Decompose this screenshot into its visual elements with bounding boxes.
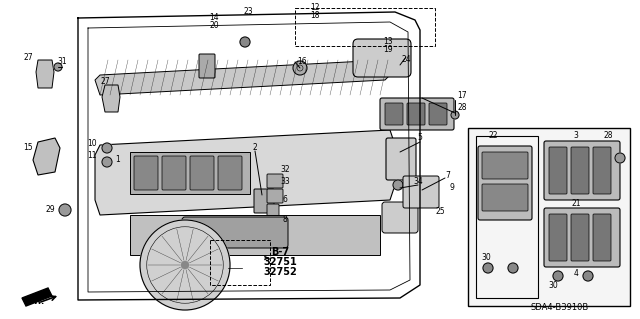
Text: 18: 18 [310, 11, 320, 20]
Text: 13: 13 [383, 38, 393, 47]
Text: 32752: 32752 [263, 267, 297, 277]
FancyBboxPatch shape [593, 147, 611, 194]
FancyBboxPatch shape [549, 147, 567, 194]
Text: 4: 4 [573, 269, 579, 278]
Bar [468, 128, 630, 306]
Circle shape [181, 261, 189, 269]
Circle shape [140, 220, 230, 310]
Text: 30: 30 [548, 281, 558, 291]
Text: 2: 2 [253, 144, 257, 152]
Circle shape [393, 180, 403, 190]
Polygon shape [22, 288, 52, 306]
FancyBboxPatch shape [199, 54, 215, 78]
Text: 1: 1 [116, 155, 120, 165]
FancyBboxPatch shape [544, 141, 620, 200]
FancyBboxPatch shape [218, 156, 242, 190]
FancyBboxPatch shape [382, 202, 418, 233]
Text: 5: 5 [417, 133, 422, 143]
Text: 30: 30 [481, 254, 491, 263]
Text: 25: 25 [435, 207, 445, 217]
Polygon shape [33, 138, 60, 175]
FancyBboxPatch shape [482, 184, 528, 211]
Circle shape [102, 143, 112, 153]
Text: 9: 9 [449, 183, 454, 192]
FancyBboxPatch shape [162, 156, 186, 190]
Bar [295, 8, 435, 46]
FancyBboxPatch shape [182, 217, 288, 248]
Text: 20: 20 [209, 21, 219, 31]
Bar [130, 152, 250, 194]
Circle shape [615, 153, 625, 163]
FancyBboxPatch shape [254, 189, 274, 213]
Text: 16: 16 [297, 57, 307, 66]
Bar [210, 240, 270, 285]
Text: 24: 24 [401, 56, 411, 64]
Text: 27: 27 [100, 78, 110, 86]
Text: 14: 14 [209, 13, 219, 23]
FancyBboxPatch shape [134, 156, 158, 190]
Circle shape [266, 219, 278, 231]
Bar [476, 136, 538, 298]
Text: 28: 28 [457, 103, 467, 113]
FancyBboxPatch shape [549, 214, 567, 261]
Circle shape [240, 37, 250, 47]
FancyBboxPatch shape [544, 208, 620, 267]
FancyBboxPatch shape [267, 204, 279, 216]
Circle shape [553, 271, 563, 281]
Text: 11: 11 [87, 152, 97, 160]
Polygon shape [95, 60, 390, 95]
Text: 29: 29 [45, 205, 55, 214]
Text: 17: 17 [457, 92, 467, 100]
Text: 33: 33 [280, 177, 290, 187]
Text: 12: 12 [310, 4, 320, 12]
FancyBboxPatch shape [380, 98, 454, 130]
FancyBboxPatch shape [407, 103, 425, 125]
Text: 27: 27 [23, 54, 33, 63]
FancyBboxPatch shape [267, 189, 283, 203]
Text: SDA4-B3910B: SDA4-B3910B [531, 303, 589, 313]
FancyBboxPatch shape [403, 176, 439, 208]
FancyBboxPatch shape [386, 138, 416, 180]
FancyBboxPatch shape [267, 174, 283, 188]
Text: 8: 8 [283, 216, 287, 225]
Circle shape [451, 111, 459, 119]
Text: 34: 34 [413, 177, 423, 187]
Text: 10: 10 [87, 139, 97, 149]
Text: 32751: 32751 [263, 257, 297, 267]
Circle shape [483, 263, 493, 273]
Polygon shape [130, 215, 380, 255]
Text: 19: 19 [383, 46, 393, 55]
Text: 21: 21 [572, 198, 580, 207]
Text: B-7: B-7 [271, 247, 289, 257]
FancyBboxPatch shape [593, 214, 611, 261]
Text: 15: 15 [23, 144, 33, 152]
Circle shape [54, 63, 62, 71]
Text: 28: 28 [604, 131, 612, 140]
Circle shape [293, 61, 307, 75]
FancyBboxPatch shape [429, 103, 447, 125]
Polygon shape [102, 85, 120, 112]
Text: FR.: FR. [30, 298, 45, 307]
Text: 7: 7 [445, 170, 451, 180]
Text: 31: 31 [57, 57, 67, 66]
Text: 23: 23 [243, 8, 253, 17]
FancyBboxPatch shape [385, 103, 403, 125]
Circle shape [583, 271, 593, 281]
FancyBboxPatch shape [190, 156, 214, 190]
FancyBboxPatch shape [571, 147, 589, 194]
Text: 32: 32 [280, 166, 290, 174]
Circle shape [102, 157, 112, 167]
FancyBboxPatch shape [571, 214, 589, 261]
Polygon shape [36, 60, 54, 88]
Circle shape [59, 204, 71, 216]
Text: 22: 22 [488, 131, 498, 140]
FancyArrowPatch shape [40, 296, 56, 302]
FancyBboxPatch shape [478, 146, 532, 220]
Text: 6: 6 [283, 196, 287, 204]
FancyBboxPatch shape [353, 39, 411, 77]
Circle shape [508, 263, 518, 273]
FancyBboxPatch shape [482, 152, 528, 179]
Polygon shape [95, 130, 395, 215]
Text: 3: 3 [573, 131, 579, 140]
